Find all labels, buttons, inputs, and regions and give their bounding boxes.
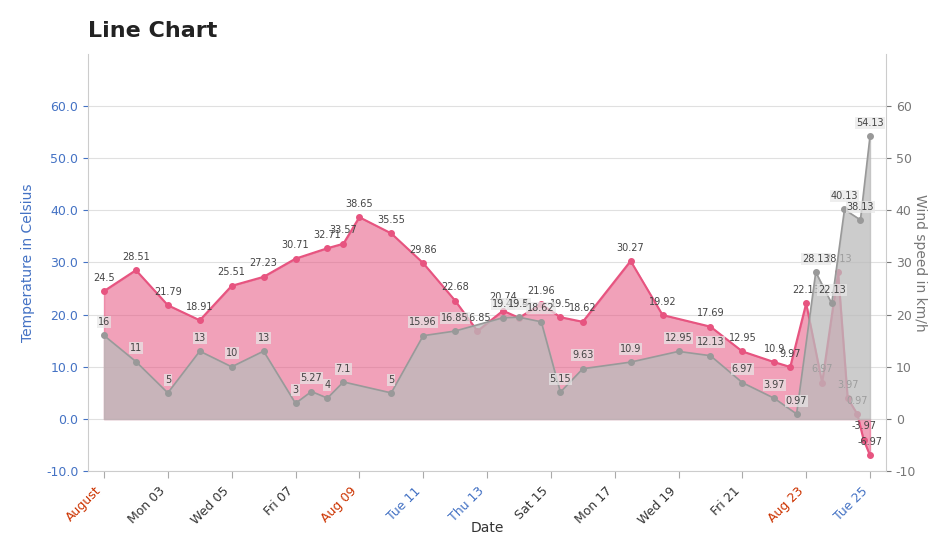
Text: 21.79: 21.79 bbox=[154, 287, 182, 297]
Text: 16.85: 16.85 bbox=[441, 312, 469, 323]
Text: 35.55: 35.55 bbox=[377, 215, 405, 225]
Text: Line Chart: Line Chart bbox=[88, 21, 217, 41]
Y-axis label: Wind speed in km/h: Wind speed in km/h bbox=[913, 193, 927, 331]
Text: Tue 25: Tue 25 bbox=[831, 484, 870, 522]
Text: 9.63: 9.63 bbox=[572, 350, 593, 360]
Text: 33.57: 33.57 bbox=[330, 226, 357, 236]
Text: Tue 11: Tue 11 bbox=[385, 484, 423, 522]
Text: Fri 21: Fri 21 bbox=[709, 484, 742, 518]
Text: Aug 23: Aug 23 bbox=[766, 484, 806, 525]
Text: 12.95: 12.95 bbox=[728, 333, 757, 343]
Text: -6.97: -6.97 bbox=[858, 437, 883, 447]
Text: 18.62: 18.62 bbox=[569, 304, 596, 314]
Text: 24.5: 24.5 bbox=[93, 273, 115, 283]
Text: 0.97: 0.97 bbox=[786, 395, 808, 405]
Text: Wed 05: Wed 05 bbox=[189, 484, 231, 527]
Text: 28.51: 28.51 bbox=[122, 252, 150, 262]
Text: 18.62: 18.62 bbox=[527, 304, 556, 314]
Text: 19.5: 19.5 bbox=[508, 299, 530, 309]
Text: 54.13: 54.13 bbox=[856, 118, 884, 128]
Text: Mon 03: Mon 03 bbox=[126, 484, 168, 526]
Text: 18.91: 18.91 bbox=[186, 302, 213, 312]
Text: 17.69: 17.69 bbox=[697, 309, 724, 318]
Text: 15.96: 15.96 bbox=[410, 317, 437, 328]
Y-axis label: Temperature in Celsius: Temperature in Celsius bbox=[21, 183, 35, 341]
Text: 29.86: 29.86 bbox=[410, 245, 437, 255]
Text: 19.5: 19.5 bbox=[550, 299, 571, 309]
Text: 22.13: 22.13 bbox=[793, 285, 820, 295]
Text: Fri 07: Fri 07 bbox=[262, 484, 296, 518]
Text: 3.97: 3.97 bbox=[763, 380, 785, 390]
Text: 10.9: 10.9 bbox=[763, 344, 785, 354]
Text: 12.95: 12.95 bbox=[665, 333, 692, 343]
Text: 16: 16 bbox=[98, 317, 110, 327]
Text: 25.51: 25.51 bbox=[218, 267, 246, 277]
Text: 19.4: 19.4 bbox=[508, 299, 530, 309]
Text: 38.65: 38.65 bbox=[345, 199, 374, 209]
Text: Aug 09: Aug 09 bbox=[319, 484, 359, 525]
Text: 19.4: 19.4 bbox=[492, 299, 514, 309]
Text: 5: 5 bbox=[388, 374, 394, 384]
Text: 6.97: 6.97 bbox=[732, 364, 753, 374]
Text: 28.13: 28.13 bbox=[824, 254, 852, 264]
Text: 3: 3 bbox=[292, 385, 299, 395]
Text: 28.13: 28.13 bbox=[802, 254, 830, 264]
Text: 9.97: 9.97 bbox=[779, 349, 801, 359]
Text: 38.13: 38.13 bbox=[847, 202, 874, 212]
Text: Wed 19: Wed 19 bbox=[636, 484, 679, 527]
Text: -3.97: -3.97 bbox=[851, 422, 876, 432]
Text: 10: 10 bbox=[226, 349, 238, 359]
Text: 27.23: 27.23 bbox=[249, 258, 278, 268]
Text: Mon 17: Mon 17 bbox=[573, 484, 614, 526]
Text: 5.15: 5.15 bbox=[550, 374, 572, 384]
Text: 5: 5 bbox=[165, 374, 171, 384]
Text: 6.97: 6.97 bbox=[811, 364, 833, 374]
Text: 12.13: 12.13 bbox=[697, 338, 724, 348]
Text: 13: 13 bbox=[193, 333, 206, 343]
Text: 10.9: 10.9 bbox=[620, 344, 641, 354]
Text: Sat 15: Sat 15 bbox=[513, 484, 551, 522]
Text: 0.97: 0.97 bbox=[847, 395, 868, 405]
Text: 4: 4 bbox=[324, 380, 331, 390]
Text: 3.97: 3.97 bbox=[837, 380, 858, 390]
Text: 13: 13 bbox=[258, 333, 270, 343]
Text: 30.71: 30.71 bbox=[282, 240, 309, 250]
Text: 32.71: 32.71 bbox=[314, 230, 341, 240]
Text: 22.13: 22.13 bbox=[818, 285, 846, 295]
Text: 16.85: 16.85 bbox=[464, 312, 491, 323]
Text: 20.74: 20.74 bbox=[489, 292, 517, 302]
Text: Date: Date bbox=[470, 521, 503, 535]
Text: 5.27: 5.27 bbox=[301, 373, 322, 383]
Text: 21.96: 21.96 bbox=[527, 286, 556, 296]
Text: 40.13: 40.13 bbox=[830, 191, 858, 201]
Text: 19.92: 19.92 bbox=[648, 297, 676, 307]
Text: 11: 11 bbox=[130, 343, 142, 353]
Text: August: August bbox=[64, 484, 104, 524]
Text: 30.27: 30.27 bbox=[617, 243, 645, 253]
Text: 22.68: 22.68 bbox=[441, 282, 469, 292]
Text: 7.1: 7.1 bbox=[336, 364, 351, 374]
Text: Thu 13: Thu 13 bbox=[447, 484, 487, 524]
